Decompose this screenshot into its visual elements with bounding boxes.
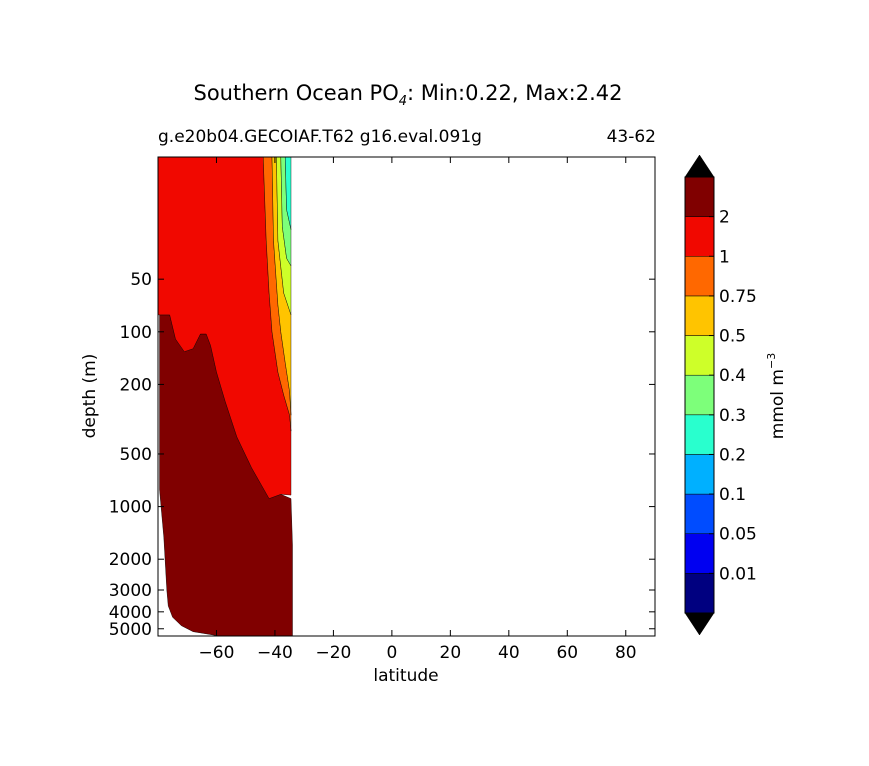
x-tick-label-80: 80: [615, 643, 637, 663]
title-suffix: : Min:0.22, Max:2.42: [407, 81, 622, 105]
colorbar-band-10: [684, 176, 715, 217]
plot-area: [157, 156, 293, 637]
x-tick-label-60: 60: [556, 643, 578, 663]
colorbar-band-7: [684, 295, 715, 336]
y-tick-label-5000: 5000: [109, 620, 152, 640]
chart-title: Southern Ocean PO4: Min:0.22, Max:2.42: [194, 81, 623, 109]
colorbar-level-label-1: 0.05: [719, 525, 757, 545]
y-tick-label-4000: 4000: [109, 603, 152, 623]
x-tick-label-0: 0: [386, 643, 397, 663]
x-tick-label--40: −40: [257, 643, 293, 663]
x-tick-label-20: 20: [440, 643, 462, 663]
plot-frame: [157, 156, 656, 637]
colorbar-level-label-7: 0.75: [719, 287, 757, 307]
colorbar-level-label-2: 0.1: [719, 485, 746, 505]
colorbar-label-prefix: mmol m: [768, 369, 788, 439]
colorbar-over-arrow: [684, 154, 715, 178]
y-tick-label-3000: 3000: [109, 581, 152, 601]
colorbar-under-arrow: [684, 612, 715, 636]
colorbar-band-0: [684, 573, 715, 614]
colorbar-label: mmol m−3: [765, 353, 788, 439]
y-tick-label-50: 50: [130, 270, 152, 290]
colorbar: 0.01 0.05 0.1 0.2 0.3 0.4 0.5 0.75 1 2: [684, 154, 757, 636]
subtitle-right: 43-62: [607, 127, 656, 147]
colorbar-level-label-6: 0.5: [719, 327, 746, 347]
colorbar-band-1: [684, 533, 715, 574]
colorbar-level-label-9: 2: [719, 208, 730, 228]
colorbar-band-3: [684, 454, 715, 495]
y-tick-label-2000: 2000: [109, 550, 152, 570]
colorbar-label-exp: −3: [765, 353, 778, 369]
x-tick-label--60: −60: [199, 643, 235, 663]
colorbar-level-label-8: 1: [719, 247, 730, 267]
colorbar-band-5: [684, 374, 715, 416]
x-axis-ticks: −60 −40 −20 0 20 40 60 80: [199, 157, 637, 663]
y-tick-label-100: 100: [120, 323, 152, 343]
colorbar-level-label-4: 0.3: [719, 406, 746, 426]
title-subscript: 4: [399, 94, 407, 109]
y-tick-label-1000: 1000: [109, 498, 152, 518]
subtitle-left: g.e20b04.GECOIAF.T62 g16.eval.091g: [158, 127, 482, 147]
colorbar-band-6: [684, 335, 715, 376]
colorbar-band-2: [684, 493, 715, 534]
y-tick-label-200: 200: [120, 375, 152, 395]
colorbar-level-label-3: 0.2: [719, 445, 746, 465]
colorbar-level-label-0: 0.01: [719, 564, 757, 584]
x-tick-label--20: −20: [315, 643, 351, 663]
colorbar-level-label-5: 0.4: [719, 366, 746, 386]
colorbar-band-4: [684, 414, 715, 455]
y-axis-label: depth (m): [80, 354, 100, 439]
colorbar-frame: [684, 176, 715, 614]
colorbar-band-8: [684, 256, 715, 297]
y-tick-label-500: 500: [120, 445, 152, 465]
colorbar-band-9: [684, 216, 715, 257]
x-axis-label: latitude: [373, 666, 438, 686]
x-tick-label-40: 40: [498, 643, 520, 663]
title-prefix: Southern Ocean PO: [194, 81, 399, 105]
